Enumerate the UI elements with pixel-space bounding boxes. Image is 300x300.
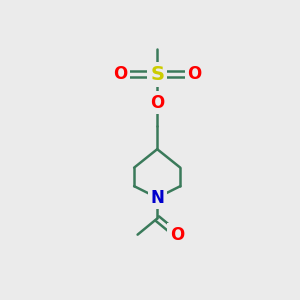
- Text: O: O: [187, 65, 201, 83]
- Text: O: O: [150, 94, 164, 112]
- Text: N: N: [150, 189, 164, 207]
- Text: S: S: [150, 64, 164, 84]
- Text: O: O: [170, 226, 184, 244]
- Text: O: O: [113, 65, 127, 83]
